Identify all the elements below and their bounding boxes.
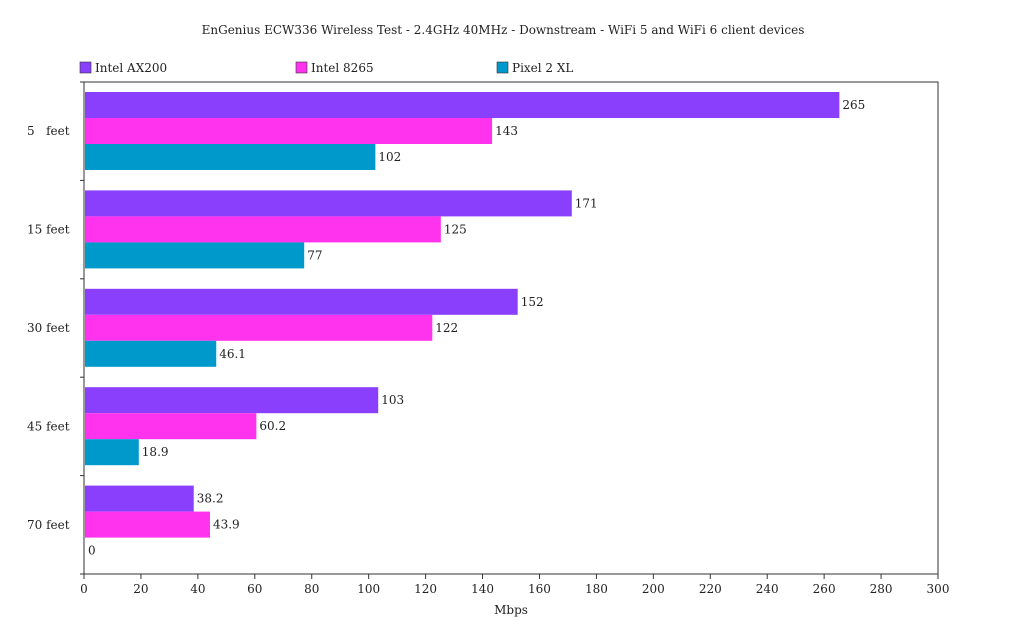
y-axis: 5 feet 15 feet 30 feet 45 feet 70 feet	[27, 81, 84, 575]
x-tick-label: 0	[80, 582, 88, 596]
data-label: 125	[444, 222, 467, 236]
x-tick-label: 120	[414, 582, 437, 596]
data-label: 103	[381, 393, 404, 407]
data-label: 18.9	[142, 445, 169, 459]
bars: 265 143 102 171 125 77 152 122 46.1 103 60.2 18.9 38…	[85, 92, 865, 558]
category-label: 45 feet	[27, 419, 70, 433]
x-tick-label: 220	[699, 582, 722, 596]
x-tick-label: 140	[471, 582, 494, 596]
x-tick-label: 300	[927, 582, 950, 596]
x-tick-label: 160	[528, 582, 551, 596]
data-label: 38.2	[197, 492, 224, 506]
bar	[85, 118, 493, 144]
category-label: 5 feet	[27, 124, 70, 138]
data-label: 102	[378, 150, 401, 164]
legend-label: Pixel 2 XL	[512, 61, 573, 75]
bar	[85, 190, 572, 217]
legend-swatch	[496, 61, 509, 74]
bar	[85, 242, 305, 269]
plot-area-frame	[83, 81, 939, 575]
x-tick-label: 260	[813, 582, 836, 596]
legend-label: Intel AX200	[95, 61, 167, 75]
x-tick-label: 100	[357, 582, 380, 596]
bar	[85, 413, 257, 440]
data-label: 43.9	[213, 518, 240, 532]
data-label: 122	[435, 321, 458, 335]
x-tick-label: 20	[133, 582, 148, 596]
legend-swatch	[79, 61, 92, 74]
bar	[85, 340, 217, 367]
x-tick-label: 40	[190, 582, 205, 596]
x-tick-label: 240	[756, 582, 779, 596]
x-tick-label: 200	[642, 582, 665, 596]
legend: Intel AX200 Intel 8265 Pixel 2 XL	[79, 61, 573, 75]
x-tick-label: 180	[585, 582, 608, 596]
category-label: 70 feet	[27, 518, 70, 532]
bar	[85, 288, 518, 315]
bar	[85, 314, 433, 341]
data-label: 143	[495, 124, 518, 138]
data-label: 152	[521, 295, 544, 309]
data-label: 77	[307, 248, 322, 262]
data-label: 265	[842, 98, 865, 112]
data-label: 171	[575, 196, 598, 210]
bar	[85, 387, 379, 414]
data-label: 0	[88, 544, 96, 558]
bar	[85, 216, 441, 243]
x-tick-label: 80	[304, 582, 319, 596]
data-label: 46.1	[219, 347, 246, 361]
legend-swatch	[295, 61, 308, 74]
category-label: 15 feet	[27, 223, 70, 237]
x-tick-label: 280	[870, 582, 893, 596]
x-axis: 0 20 40 60 80 100 120 140 160 180 200 220 240 260 280 3…	[80, 574, 949, 596]
bar	[85, 92, 840, 118]
x-tick-label: 60	[247, 582, 262, 596]
bar	[85, 144, 376, 170]
legend-label: Intel 8265	[311, 61, 374, 75]
chart-title: EnGenius ECW336 Wireless Test - 2.4GHz 4…	[202, 23, 805, 37]
data-label: 60.2	[259, 419, 286, 433]
category-label: 30 feet	[27, 321, 70, 335]
bar	[85, 485, 194, 512]
x-axis-title: Mbps	[494, 603, 528, 617]
bar	[85, 439, 139, 466]
bar	[85, 511, 210, 538]
